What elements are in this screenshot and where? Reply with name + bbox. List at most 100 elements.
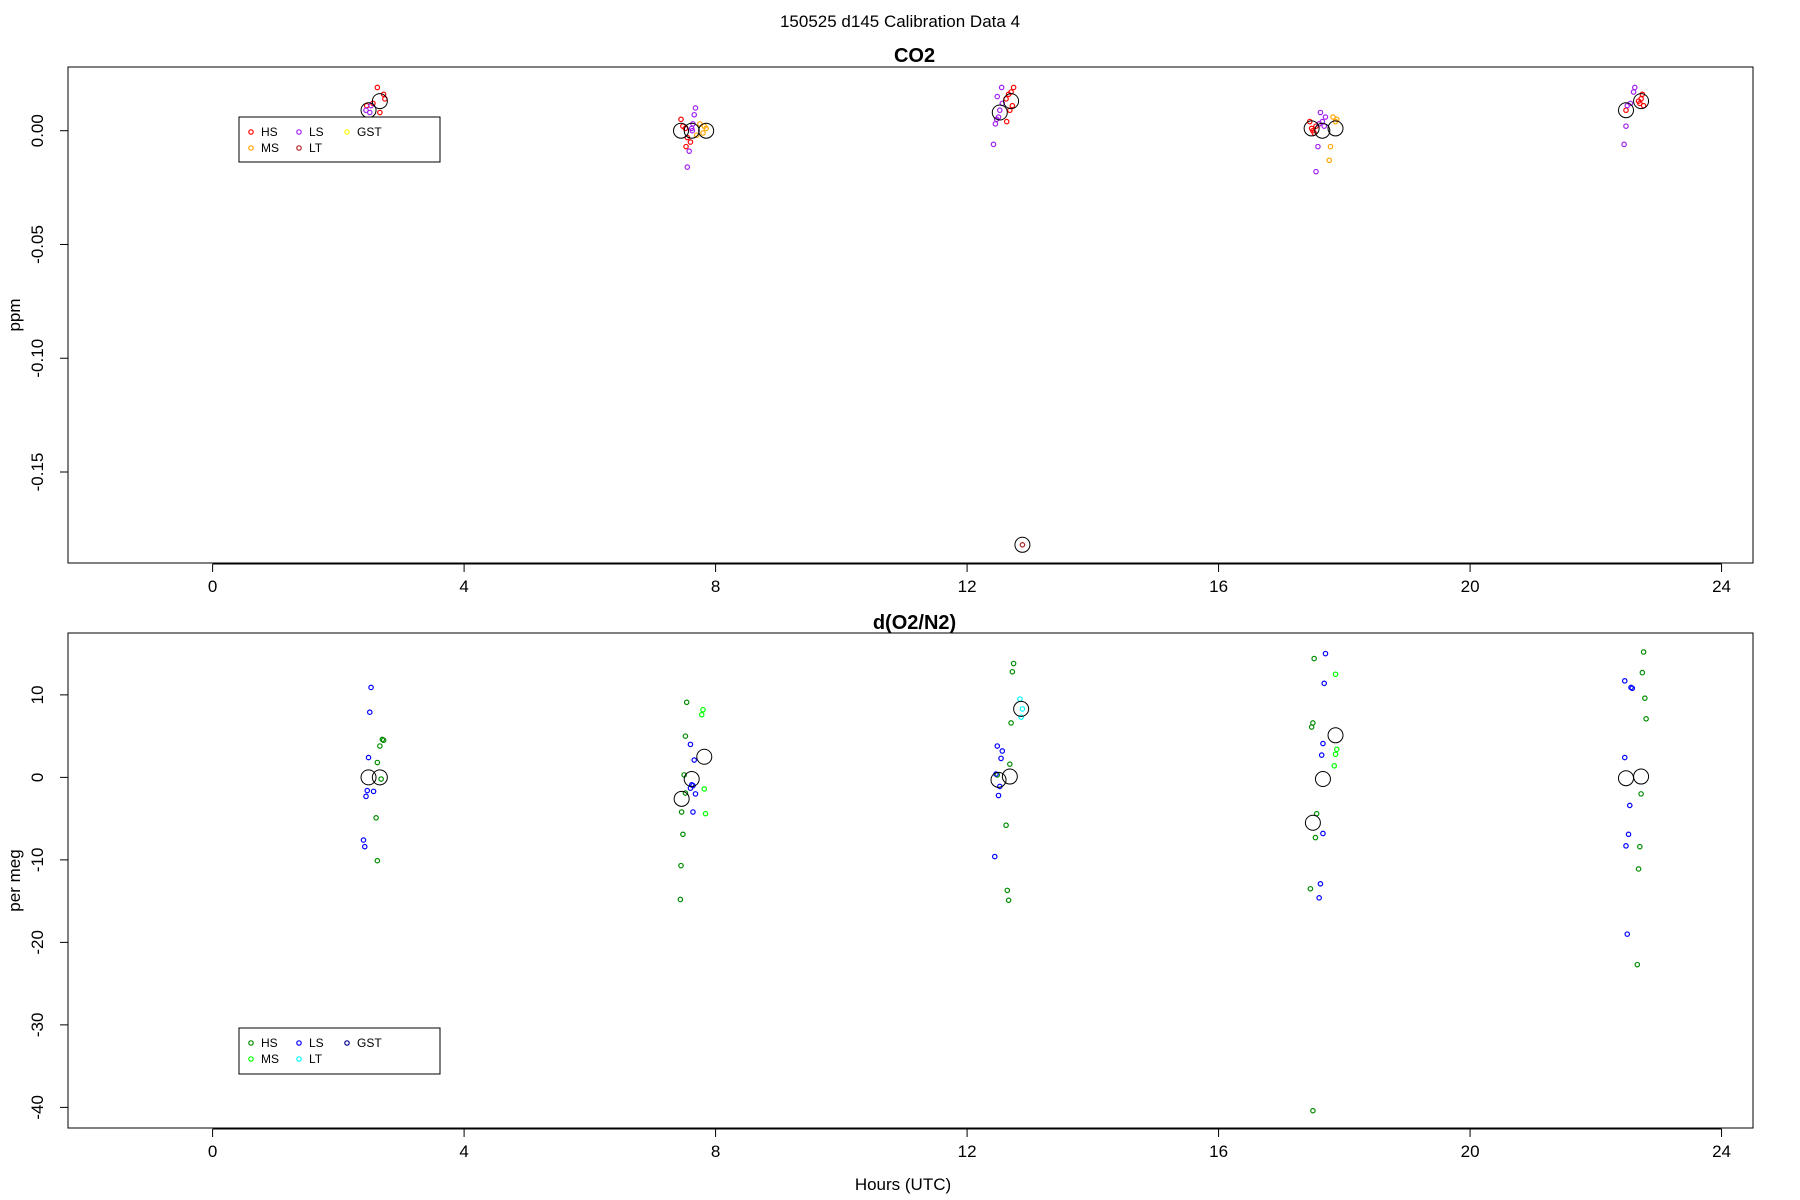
data-point	[701, 123, 708, 129]
data-point	[990, 141, 997, 148]
data-point	[1003, 822, 1009, 829]
data-point	[693, 132, 700, 139]
panel-title: d(O2/N2)	[873, 612, 956, 634]
mean-point	[1617, 102, 1634, 119]
x-tick-label: 20	[1461, 1142, 1480, 1161]
mean-point	[1001, 768, 1018, 785]
data-point	[377, 743, 383, 749]
data-point	[1621, 678, 1628, 684]
data-point	[1331, 763, 1338, 769]
data-point	[374, 759, 381, 766]
series-mean	[360, 700, 1650, 831]
data-point	[998, 84, 1005, 91]
data-point	[683, 143, 689, 150]
x-tick-label: 12	[958, 577, 977, 596]
y-tick-label: -0.15	[28, 453, 47, 492]
y-tick-label: -40	[28, 1095, 47, 1120]
legend-marker	[296, 1040, 302, 1046]
mean-point	[1633, 768, 1650, 785]
y-tick-label: 10	[28, 685, 47, 704]
data-point	[1327, 143, 1334, 150]
data-point	[680, 831, 686, 838]
data-point	[1317, 109, 1324, 116]
x-tick-label: 8	[711, 1142, 720, 1161]
data-point	[374, 857, 381, 864]
legend-marker	[296, 145, 302, 151]
legend-marker	[248, 129, 254, 135]
legend-marker	[344, 1040, 350, 1046]
plot-frame	[67, 66, 1754, 564]
legend-label: HS	[261, 1036, 278, 1050]
legend-label: GST	[357, 125, 382, 139]
data-point	[1320, 740, 1326, 747]
data-point	[1634, 961, 1641, 968]
data-point	[994, 743, 1001, 749]
mean-point	[683, 771, 700, 788]
data-point	[368, 684, 374, 691]
series-ms	[698, 671, 1340, 817]
data-point	[1642, 695, 1648, 701]
data-point	[996, 107, 1003, 114]
series-lt	[1017, 696, 1026, 720]
data-point	[700, 130, 706, 136]
x-tick-label: 24	[1712, 1142, 1731, 1161]
data-point	[1625, 831, 1632, 838]
mean-point	[1314, 771, 1331, 788]
data-point	[1639, 669, 1646, 676]
legend-box	[238, 116, 441, 163]
data-point	[1009, 102, 1016, 109]
data-point	[1321, 680, 1328, 687]
y-tick-label: -20	[28, 930, 47, 955]
data-point	[684, 164, 691, 170]
series-hs	[373, 649, 1649, 1114]
data-point	[678, 116, 684, 123]
data-point	[1630, 89, 1637, 95]
legend-label: HS	[261, 125, 278, 139]
data-point	[999, 748, 1006, 754]
y-tick-label: 0.00	[28, 114, 47, 147]
data-point	[373, 814, 379, 821]
data-point	[683, 699, 690, 706]
y-tick-label: -10	[28, 848, 47, 873]
data-point	[692, 105, 699, 111]
data-point	[1643, 715, 1649, 722]
data-point	[687, 139, 694, 145]
data-point	[1623, 107, 1629, 114]
data-point	[995, 114, 1002, 120]
mean-point	[673, 790, 690, 807]
mean-point	[1633, 93, 1650, 110]
data-point	[691, 757, 698, 763]
data-point	[1635, 98, 1642, 104]
data-point	[1311, 655, 1317, 662]
data-point	[1321, 123, 1328, 129]
data-point	[1019, 541, 1026, 548]
legend-label: LT	[309, 1052, 323, 1066]
panel-title: CO2	[894, 45, 935, 67]
mean-point	[1327, 120, 1344, 137]
mean-point	[683, 122, 700, 139]
data-point	[1310, 1107, 1316, 1114]
data-point	[701, 786, 708, 792]
series-ls	[363, 84, 1638, 175]
y-tick-label: -0.10	[28, 339, 47, 378]
data-point	[698, 711, 705, 718]
x-tick-label: 16	[1209, 1142, 1228, 1161]
mean-point	[1617, 770, 1634, 787]
legend: HS MS LS LT GST	[238, 1027, 441, 1075]
data-point	[1322, 114, 1329, 120]
series-lt	[1019, 541, 1026, 548]
data-point	[1621, 141, 1627, 148]
y-axis-label: per meg	[5, 849, 24, 911]
data-point	[1629, 685, 1636, 692]
data-point	[690, 809, 696, 815]
data-point	[1312, 834, 1319, 841]
legend-label: GST	[357, 1036, 382, 1050]
data-point	[682, 790, 689, 796]
data-point	[1019, 706, 1026, 712]
mean-point	[1303, 120, 1320, 137]
data-point	[991, 853, 998, 860]
series-ms	[693, 114, 1340, 164]
data-point	[1624, 931, 1631, 937]
data-point	[682, 733, 689, 739]
